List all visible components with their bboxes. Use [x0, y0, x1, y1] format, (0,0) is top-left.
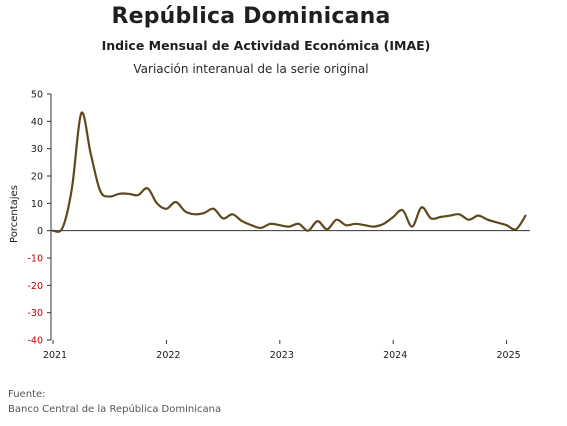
- x-tick-label: 2025: [497, 350, 521, 361]
- x-tick-label: 2022: [156, 350, 180, 361]
- data-point: [373, 225, 375, 227]
- data-point: [175, 201, 177, 203]
- data-point: [411, 225, 413, 227]
- data-point: [458, 213, 460, 215]
- series-line: [51, 111, 527, 233]
- y-tick-label: -40: [27, 336, 43, 347]
- data-point: [269, 223, 271, 225]
- data-point: [194, 213, 196, 215]
- data-point: [524, 214, 526, 216]
- data-point: [109, 195, 111, 197]
- x-tick-label: 2023: [270, 350, 294, 361]
- source-value: Banco Central de la República Dominicana: [8, 404, 222, 415]
- data-point: [90, 153, 92, 155]
- chart-subtitle-secondary: Variación interanual de la serie origina…: [133, 62, 369, 76]
- data-point: [468, 219, 470, 221]
- data-point: [241, 220, 243, 222]
- data-point: [505, 224, 507, 226]
- chart-title: República Dominicana: [111, 4, 391, 29]
- y-tick-label: -20: [27, 281, 43, 292]
- x-tick-label: 2024: [383, 350, 407, 361]
- data-point: [222, 217, 224, 219]
- data-point: [345, 224, 347, 226]
- data-point: [156, 202, 158, 204]
- data-point: [212, 208, 214, 210]
- data-point: [279, 224, 281, 226]
- data-point: [118, 193, 120, 195]
- data-point: [99, 190, 101, 192]
- data-point: [496, 221, 498, 223]
- data-point: [298, 223, 300, 225]
- y-tick-label: 0: [37, 226, 43, 237]
- y-tick-label: -30: [27, 308, 43, 319]
- y-tick-label: 50: [31, 90, 43, 101]
- data-point: [477, 214, 479, 216]
- data-point: [364, 224, 366, 226]
- data-point: [203, 212, 205, 214]
- data-point: [260, 227, 262, 229]
- y-axis-title: Porcentajes: [9, 185, 20, 243]
- data-point: [515, 228, 517, 230]
- data-point: [127, 193, 129, 195]
- data-point: [326, 228, 328, 230]
- data-point: [487, 219, 489, 221]
- data-point: [165, 208, 167, 210]
- data-point: [420, 206, 422, 208]
- y-tick-label: 40: [31, 117, 43, 128]
- data-point: [231, 213, 233, 215]
- data-point: [71, 187, 73, 189]
- y-tick-label: 10: [31, 199, 43, 210]
- chart-subtitle: Indice Mensual de Actividad Económica (I…: [101, 38, 431, 53]
- y-tick-label: 20: [31, 172, 43, 183]
- x-tick-label: 2021: [43, 350, 67, 361]
- data-point: [52, 230, 54, 232]
- data-point: [184, 210, 186, 212]
- data-point: [335, 219, 337, 221]
- data-point: [307, 230, 309, 232]
- y-tick-label: 30: [31, 144, 43, 155]
- data-point: [354, 223, 356, 225]
- data-point: [146, 187, 148, 189]
- y-tick-label: -10: [27, 254, 43, 265]
- data-point: [383, 223, 385, 225]
- data-point: [401, 209, 403, 211]
- data-point: [449, 214, 451, 216]
- data-point: [288, 225, 290, 227]
- data-point: [316, 220, 318, 222]
- data-point: [137, 194, 139, 196]
- source-label: Fuente:: [8, 389, 46, 400]
- data-point: [392, 216, 394, 218]
- data-point: [430, 217, 432, 219]
- data-point: [250, 224, 252, 226]
- data-point: [439, 216, 441, 218]
- data-point: [61, 227, 63, 229]
- data-point: [80, 112, 82, 114]
